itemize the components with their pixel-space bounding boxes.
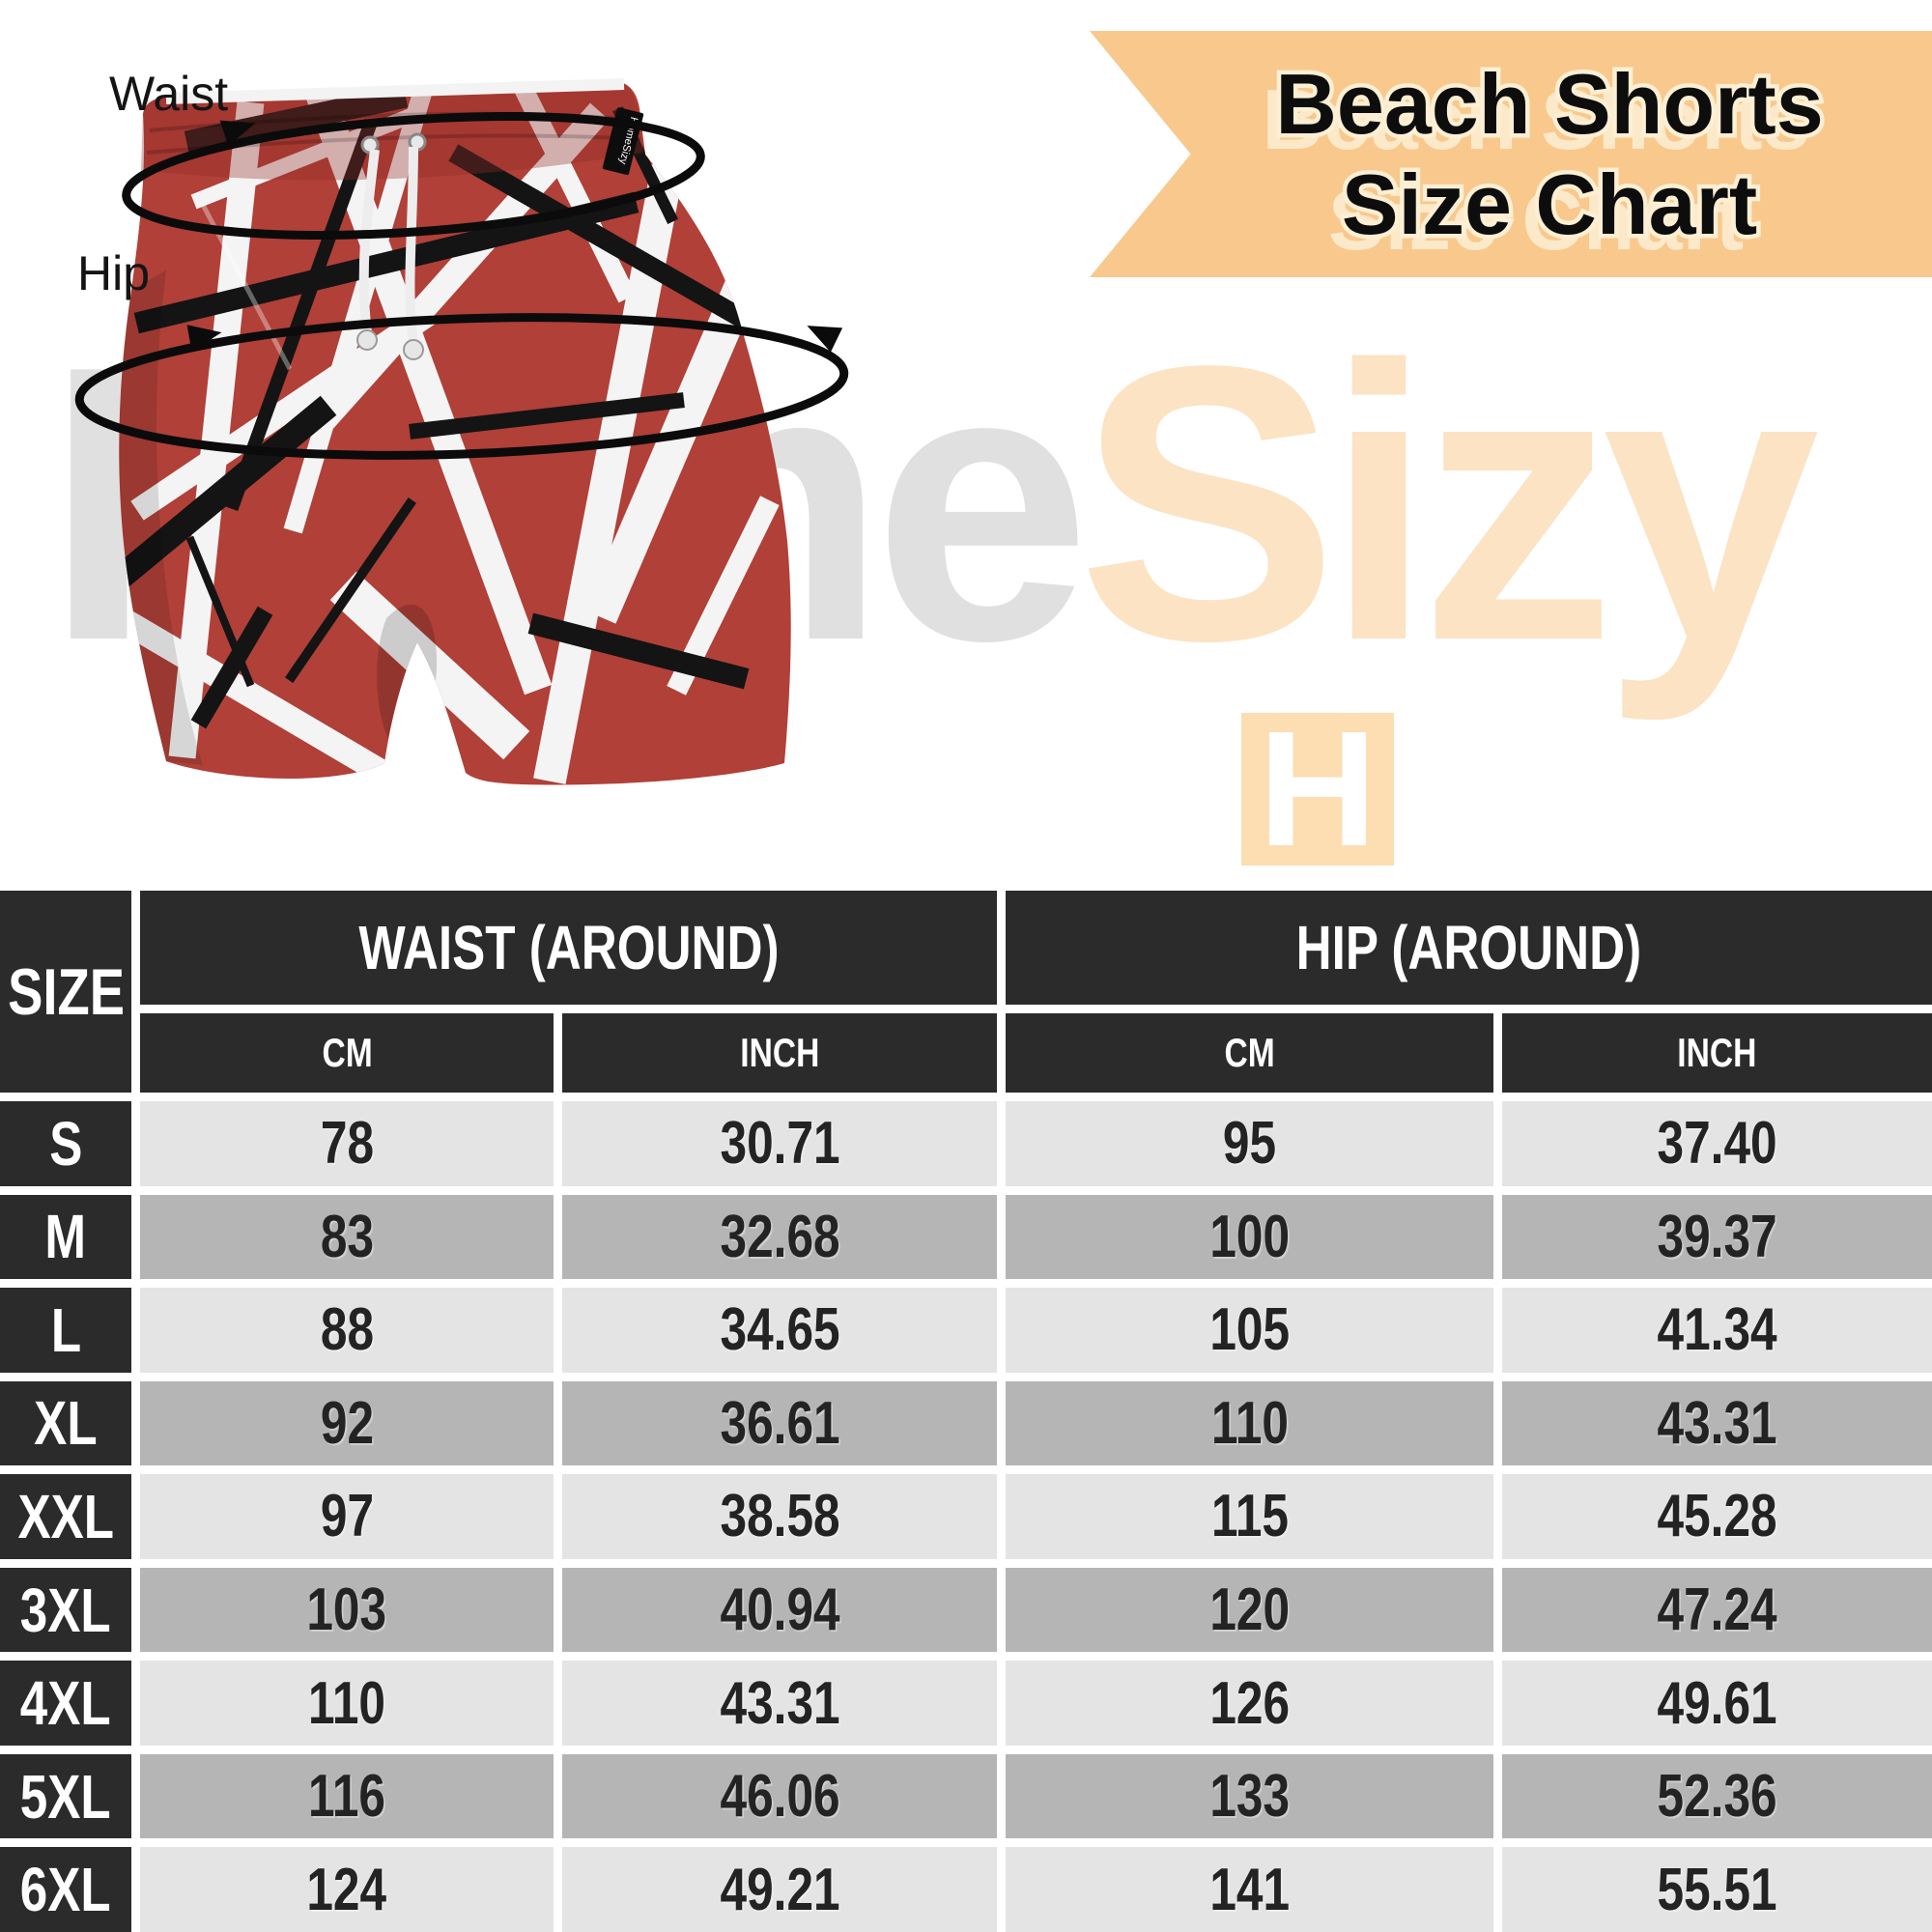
value-cell: 83: [140, 1194, 554, 1280]
value-cell: 45.28: [1502, 1474, 1932, 1559]
value-cell: 40.94: [562, 1567, 998, 1653]
hip-cm-header: CM: [1006, 1013, 1494, 1093]
value-cell: 46.06: [562, 1753, 998, 1839]
value-cell: 47.24: [1502, 1567, 1932, 1653]
hip-ring: [74, 313, 849, 460]
value-cell: 38.58: [562, 1474, 998, 1559]
size-cell: 5XL: [0, 1753, 132, 1839]
value-cell: 95: [1006, 1101, 1494, 1186]
value-cell: 124: [140, 1847, 554, 1932]
size-cell: S: [0, 1101, 132, 1186]
value-cell: 36.61: [562, 1380, 998, 1466]
value-cell: 30.71: [562, 1101, 998, 1186]
title-banner: Beach Shorts Size Chart: [1090, 31, 1932, 277]
brand-logo-letter: H: [1258, 697, 1378, 881]
value-cell: 105: [1006, 1288, 1494, 1373]
waist-label: Waist: [109, 67, 229, 121]
waist-arrowhead: [219, 120, 256, 147]
value-cell: 52.36: [1502, 1753, 1932, 1839]
value-cell: 39.37: [1502, 1194, 1932, 1280]
shorts-illustration: HomeSizy: [74, 78, 849, 785]
value-cell: 34.65: [562, 1288, 998, 1373]
waist-cm-header: CM: [140, 1013, 554, 1093]
page-title-line1: Beach Shorts: [1271, 51, 1828, 156]
value-cell: 37.40: [1502, 1101, 1932, 1186]
size-cell: XL: [0, 1380, 132, 1466]
value-cell: 78: [140, 1101, 554, 1186]
value-cell: 32.68: [562, 1194, 998, 1280]
waist-ring: [122, 112, 705, 240]
value-cell: 141: [1006, 1847, 1494, 1932]
size-cell: 4XL: [0, 1661, 132, 1746]
size-cell: XXL: [0, 1474, 132, 1559]
shorts-waistband: [141, 83, 643, 181]
hero-section: HomeSizy H: [0, 0, 1932, 891]
waist-group-header: WAIST (AROUND): [140, 891, 998, 1005]
value-cell: 110: [140, 1661, 554, 1746]
size-cell: 6XL: [0, 1847, 132, 1932]
page-title-line2: Size Chart: [1337, 152, 1761, 256]
hip-inch-header: INCH: [1502, 1013, 1932, 1093]
value-cell: 115: [1006, 1474, 1494, 1559]
size-column-header: SIZE: [0, 891, 132, 1093]
size-cell: L: [0, 1288, 132, 1373]
size-cell: M: [0, 1194, 132, 1280]
value-cell: 43.31: [1502, 1380, 1932, 1466]
value-cell: 120: [1006, 1567, 1494, 1653]
waist-inch-header: INCH: [562, 1013, 998, 1093]
hip-arrowhead-right: [807, 326, 843, 353]
value-cell: 110: [1006, 1380, 1494, 1466]
value-cell: 41.34: [1502, 1288, 1932, 1373]
value-cell: 55.51: [1502, 1847, 1932, 1932]
hip-arrowhead-left: [186, 325, 222, 352]
size-table: SIZE WAIST (AROUND) HIP (AROUND) CM INCH…: [0, 891, 1932, 1932]
value-cell: 88: [140, 1288, 554, 1373]
value-cell: 92: [140, 1380, 554, 1466]
value-cell: 97: [140, 1474, 554, 1559]
hip-group-header: HIP (AROUND): [1006, 891, 1932, 1005]
value-cell: 103: [140, 1567, 554, 1653]
value-cell: 100: [1006, 1194, 1494, 1280]
value-cell: 133: [1006, 1753, 1494, 1839]
value-cell: 126: [1006, 1661, 1494, 1746]
value-cell: 49.61: [1502, 1661, 1932, 1746]
brand-logo-tile: H: [1241, 707, 1394, 871]
value-cell: 49.21: [562, 1847, 998, 1932]
value-cell: 116: [140, 1753, 554, 1839]
watermark-peach-part: Sizy: [1077, 284, 1819, 722]
hip-label: Hip: [77, 246, 151, 300]
size-cell: 3XL: [0, 1567, 132, 1653]
value-cell: 43.31: [562, 1661, 998, 1746]
